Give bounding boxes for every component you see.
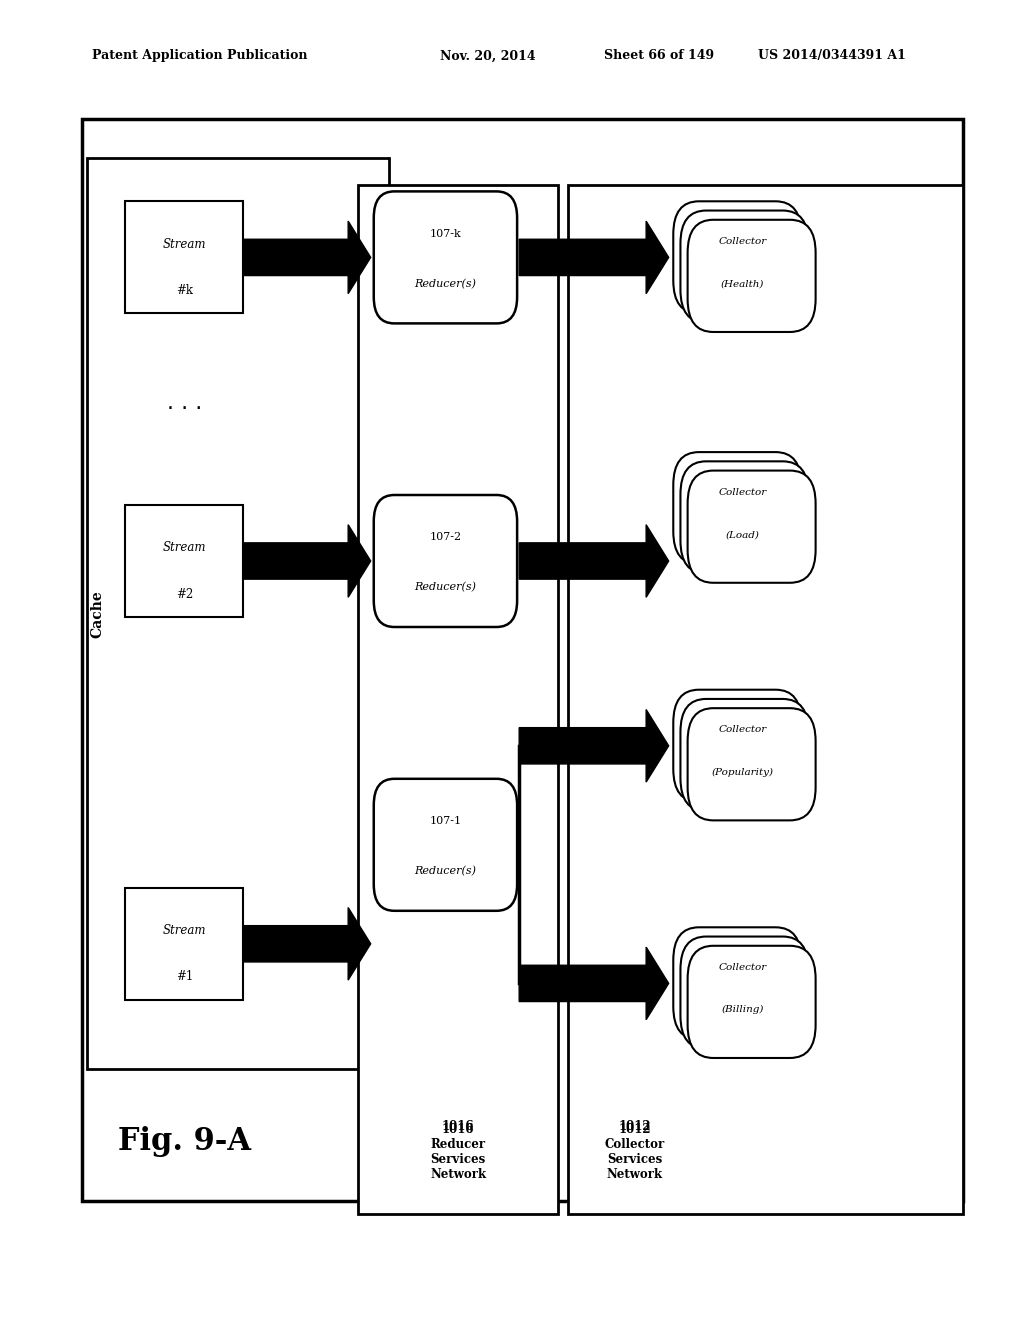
FancyBboxPatch shape xyxy=(688,945,815,1059)
FancyBboxPatch shape xyxy=(374,191,517,323)
FancyBboxPatch shape xyxy=(680,462,809,573)
FancyBboxPatch shape xyxy=(680,210,809,322)
Bar xyxy=(125,506,244,618)
Text: Stream: Stream xyxy=(163,238,206,251)
Bar xyxy=(568,185,963,1214)
Text: Collector: Collector xyxy=(718,488,767,496)
FancyBboxPatch shape xyxy=(674,201,801,313)
Text: (Health): (Health) xyxy=(721,280,764,288)
Text: Sheet 66 of 149: Sheet 66 of 149 xyxy=(604,49,715,62)
FancyBboxPatch shape xyxy=(374,779,517,911)
Text: 1012
Collector
Services
Network: 1012 Collector Services Network xyxy=(605,1123,665,1181)
Text: 1016
Reducer
Services
Network: 1016 Reducer Services Network xyxy=(430,1123,486,1181)
Text: Nov. 20, 2014: Nov. 20, 2014 xyxy=(440,49,536,62)
Bar xyxy=(82,119,963,1201)
Bar xyxy=(125,888,244,1001)
Text: Patent Application Publication: Patent Application Publication xyxy=(92,49,307,62)
Text: 107-2: 107-2 xyxy=(429,532,462,543)
Text: 107-1: 107-1 xyxy=(429,816,462,826)
Text: #1: #1 xyxy=(176,970,193,983)
Text: Cache: Cache xyxy=(90,590,104,638)
Bar xyxy=(125,201,244,313)
Text: Collector: Collector xyxy=(718,964,767,972)
Text: #k: #k xyxy=(176,284,193,297)
Text: Collector: Collector xyxy=(718,726,767,734)
FancyBboxPatch shape xyxy=(688,708,815,820)
Bar xyxy=(87,158,389,1069)
Text: Reducer(s): Reducer(s) xyxy=(415,279,476,289)
Text: #2: #2 xyxy=(176,587,193,601)
FancyArrow shape xyxy=(519,220,669,293)
Text: (Load): (Load) xyxy=(725,531,760,539)
FancyArrow shape xyxy=(519,710,669,781)
FancyBboxPatch shape xyxy=(688,471,815,583)
Text: Collector: Collector xyxy=(718,238,767,246)
FancyArrow shape xyxy=(243,908,371,979)
FancyArrow shape xyxy=(243,525,371,597)
Text: Fig. 9-A: Fig. 9-A xyxy=(118,1126,251,1158)
FancyBboxPatch shape xyxy=(680,700,809,810)
Text: Stream: Stream xyxy=(163,924,206,937)
Text: US 2014/0344391 A1: US 2014/0344391 A1 xyxy=(758,49,905,62)
Text: 107-k: 107-k xyxy=(429,228,462,239)
FancyBboxPatch shape xyxy=(688,219,815,331)
FancyArrow shape xyxy=(519,948,669,1019)
Text: . . .: . . . xyxy=(167,392,202,413)
FancyArrow shape xyxy=(243,220,371,293)
FancyArrow shape xyxy=(519,525,669,597)
FancyBboxPatch shape xyxy=(674,927,801,1040)
Text: Reducer(s): Reducer(s) xyxy=(415,866,476,876)
FancyBboxPatch shape xyxy=(680,937,809,1048)
Text: Stream: Stream xyxy=(163,541,206,554)
Text: 1016: 1016 xyxy=(442,1119,474,1133)
Text: (Billing): (Billing) xyxy=(721,1006,764,1014)
Text: 1012: 1012 xyxy=(618,1119,651,1133)
Bar xyxy=(358,185,558,1214)
FancyBboxPatch shape xyxy=(674,451,801,565)
Text: (Popularity): (Popularity) xyxy=(712,768,773,776)
Text: Reducer(s): Reducer(s) xyxy=(415,582,476,593)
FancyBboxPatch shape xyxy=(374,495,517,627)
FancyBboxPatch shape xyxy=(674,689,801,801)
